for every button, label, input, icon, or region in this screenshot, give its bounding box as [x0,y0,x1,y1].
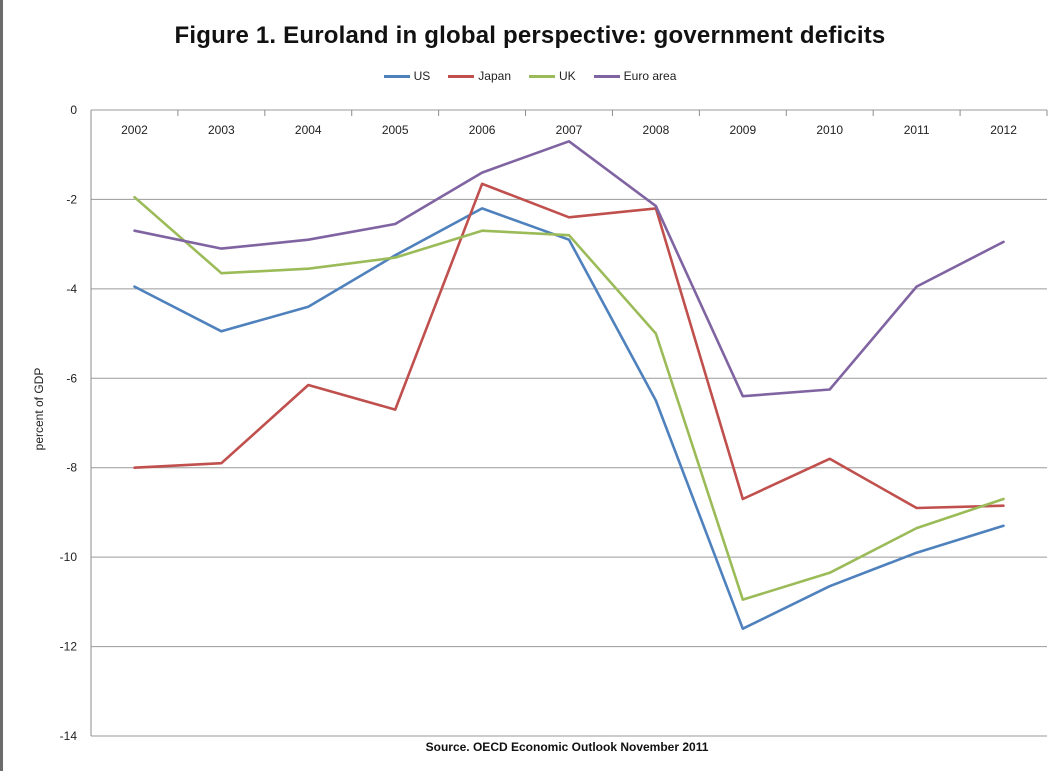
y-tick-label: -8 [66,461,77,475]
legend-label-euro-area: Euro area [623,69,677,83]
legend-label-us: US [413,69,431,83]
legend-item-euro-area: Euro area [593,69,677,83]
legend-item-us: US [383,69,431,83]
series-line-euro-area [133,140,1005,398]
y-tick-label: 0 [70,103,77,117]
legend-label-uk: UK [559,69,576,83]
series-line-uk [133,195,1005,601]
y-axis-label: percent of GDP [32,368,46,451]
chart-title: Figure 1. Euroland in global perspective… [174,22,886,49]
chart-legend: US Japan UK Euro area [3,66,1054,86]
x-tick-label: 2011 [904,123,930,137]
x-tick-label: 2004 [295,123,322,137]
x-tick-label: 2007 [556,123,583,137]
legend-label-japan: Japan [478,69,511,83]
x-tick-label: 2012 [990,123,1017,137]
legend-swatch-euro-area [593,74,620,78]
x-tick-label: 2005 [382,123,409,137]
legend-swatch-uk [529,74,555,78]
x-tick-label: 2003 [208,123,235,137]
y-tick-label: -2 [66,192,77,206]
series-line-us [133,207,1005,631]
legend-item-japan: Japan [448,69,511,83]
legend-swatch-japan [448,74,475,78]
source-note: Source. OECD Economic Outlook November 2… [425,740,709,754]
legend-swatch-us [383,74,410,78]
x-tick-label: 2010 [816,123,843,137]
x-tick-label: 2006 [469,123,496,137]
legend-item-uk: UK [529,69,576,83]
x-tick-label: 2002 [121,123,148,137]
y-tick-label: -14 [60,729,78,743]
x-tick-label: 2009 [729,123,756,137]
plot-area: 0 -2 -4 -6 -8 -10 -12 -14 2002 2003 2004 2005 2006 20… [32,103,1048,743]
y-tick-label: -6 [66,371,77,385]
y-tick-label: -4 [66,282,77,296]
series-line-japan [133,182,1005,510]
x-tick-label: 2008 [643,123,670,137]
y-tick-label: -10 [60,550,78,564]
y-tick-label: -12 [60,640,78,654]
